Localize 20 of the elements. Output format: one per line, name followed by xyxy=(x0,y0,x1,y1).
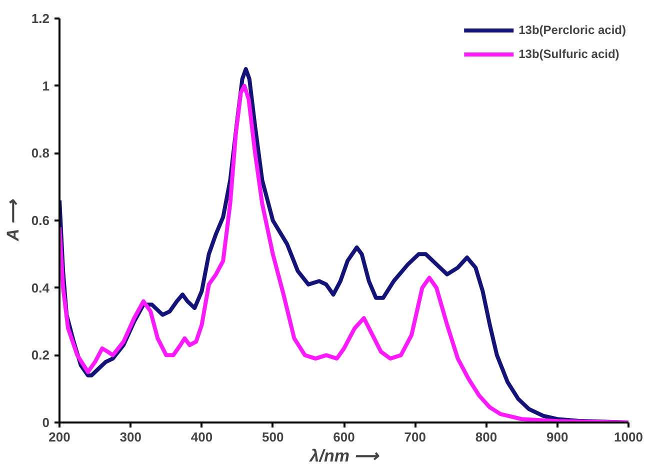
legend-label: 13b(Percloric acid) xyxy=(518,23,626,37)
y-tick-label: 0.2 xyxy=(31,348,50,363)
x-tick-label: 400 xyxy=(190,430,213,444)
y-axis-title: A ⟶ xyxy=(3,198,22,242)
x-tick-label: 1000 xyxy=(614,430,643,444)
x-tick-label: 700 xyxy=(404,430,426,444)
y-tick-label: 0.8 xyxy=(31,146,50,161)
y-tick-label: 0 xyxy=(42,415,50,430)
x-tick-label: 200 xyxy=(48,430,70,444)
y-tick-label: 1 xyxy=(42,78,50,94)
legend-label: 13b(Sulfuric acid) xyxy=(518,47,620,61)
y-tick-label: 1.2 xyxy=(31,11,50,26)
x-tick-label: 800 xyxy=(475,430,498,444)
x-tick-label: 500 xyxy=(262,430,284,444)
x-tick-label: 600 xyxy=(333,430,355,444)
x-tick-label: 300 xyxy=(120,430,142,444)
x-tick-label: 900 xyxy=(546,430,568,444)
y-tick-label: 0.6 xyxy=(31,213,50,228)
x-axis-title: λ/nm ⟶ xyxy=(308,446,380,466)
y-tick-label: 0.4 xyxy=(31,280,50,296)
